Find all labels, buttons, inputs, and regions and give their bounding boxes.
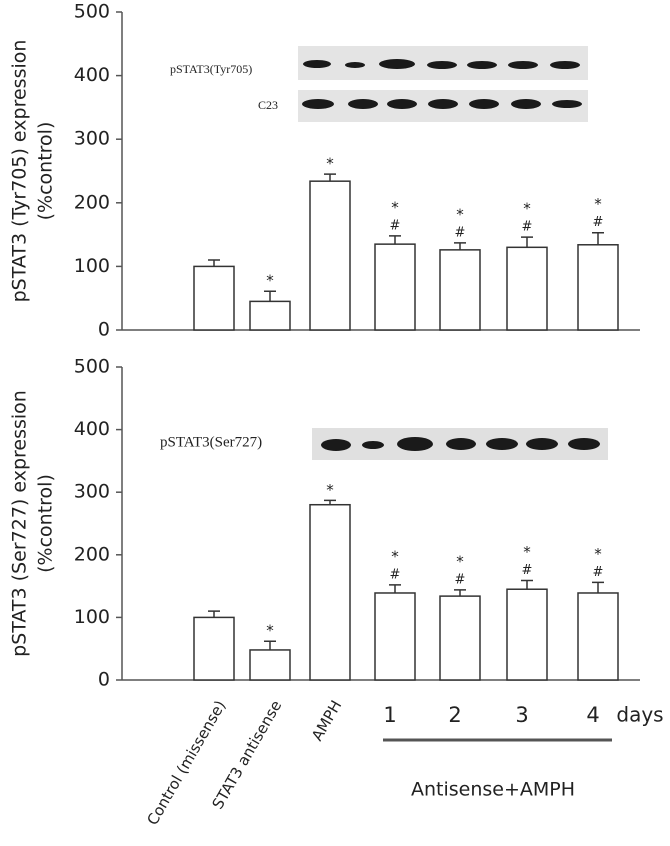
x-tick-label: 1 [383,703,396,727]
star-annotation: * [266,272,274,290]
y-tick-label: 0 [98,319,110,341]
y-tick-label: 400 [74,64,110,86]
error-bar [592,581,604,593]
hash-annotation: # [593,215,604,230]
y-tick-label: 300 [74,128,110,150]
error-bar [208,259,220,267]
hash-annotation: # [522,563,533,578]
bar [506,246,548,331]
blot-bottom [312,428,608,460]
blot-label: C23 [258,98,278,112]
star-annotation: * [456,552,464,570]
star-annotation: * [326,481,334,499]
error-bar [324,499,336,505]
star-annotation: * [594,545,602,563]
hash-annotation: # [593,565,604,580]
hash-annotation: # [390,218,401,233]
blot-label: pSTAT3(Ser727) [160,434,262,450]
error-bar [208,610,220,618]
error-bar [592,231,604,245]
hash-annotation: # [455,225,466,240]
x-tick-label: 3 [515,703,528,727]
bar [309,180,351,331]
bar [309,503,351,681]
y-tick-label: 200 [74,191,110,213]
star-annotation: * [266,622,274,640]
x-tick-label: 4 [586,703,599,727]
bar [374,592,416,681]
x-tick-label: 2 [448,703,461,727]
y-axis-label: (%control) [35,474,57,573]
y-axis-label: (%control) [35,122,57,221]
error-bar [389,584,401,593]
blot-label: pSTAT3(Tyr705) [170,62,252,76]
y-tick-label: 200 [74,543,110,565]
bar [577,592,619,681]
star-annotation: * [456,205,464,223]
hash-annotation: # [390,567,401,582]
star-annotation: * [391,547,399,565]
y-tick-label: 500 [74,356,110,378]
bar [577,244,619,331]
bar [193,616,235,681]
hash-annotation: # [455,572,466,587]
y-axis-label: pSTAT3 (Tyr705) expression [9,40,31,303]
blot-top [298,46,588,122]
y-tick-label: 100 [74,606,110,628]
error-bar [521,236,533,248]
bar [439,249,481,331]
y-tick-label: 100 [74,255,110,277]
error-bar [264,290,276,302]
y-tick-label: 400 [74,418,110,440]
star-annotation: * [523,543,531,561]
y-axis-label: pSTAT3 (Ser727) expression [9,390,31,657]
y-tick-label: 0 [98,669,110,691]
bar [506,588,548,681]
star-annotation: * [523,200,531,218]
star-annotation: * [594,195,602,213]
bar [439,595,481,681]
bar [374,243,416,331]
error-bar [521,579,533,590]
x-tick-label: AMPH [308,697,345,744]
error-bar [324,173,336,182]
y-tick-label: 500 [74,1,110,23]
bar [249,300,291,331]
bar [193,265,235,331]
star-annotation: * [326,155,334,173]
star-annotation: * [391,198,399,216]
y-tick-label: 300 [74,481,110,503]
error-bar [454,242,466,250]
error-bar [454,589,466,597]
unit-label: days [616,703,663,727]
group-label: Antisense+AMPH [411,779,575,801]
error-bar [389,235,401,245]
error-bar [264,640,276,650]
hash-annotation: # [522,220,533,235]
bar [249,649,291,681]
